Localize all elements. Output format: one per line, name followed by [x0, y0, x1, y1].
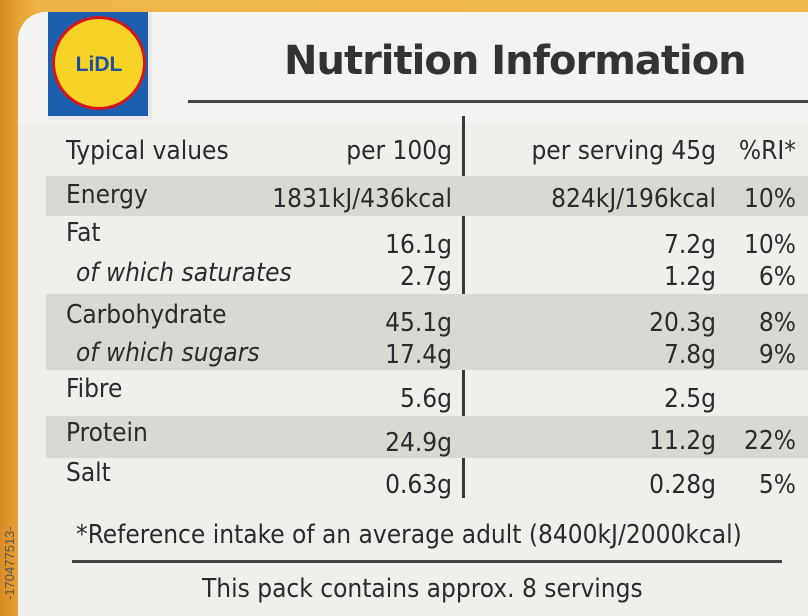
row-ri: 10% — [744, 230, 796, 260]
row-sub-label: of which sugars — [76, 338, 260, 368]
row-per-serving: 2.5g — [663, 384, 716, 414]
row-per-100g: 5.6g — [399, 384, 452, 414]
logo-text: LiDL — [75, 53, 123, 76]
row-sub-per-serving: 7.8g — [663, 340, 716, 370]
table-row-carbohydrate: Carbohydrate 45.1g 20.3g 8% of which sug… — [46, 294, 808, 370]
header-per-serving: per serving 45g — [531, 136, 716, 166]
row-label: Carbohydrate — [66, 300, 227, 330]
row-ri: 8% — [758, 308, 796, 338]
row-ri: 22% — [744, 426, 796, 456]
row-ri: 5% — [758, 470, 796, 500]
footnote-divider — [72, 560, 782, 563]
header-per-100g: per 100g — [346, 136, 452, 166]
table-row-fat: Fat 16.1g 7.2g 10% of which saturates 2.… — [46, 218, 808, 292]
row-per-serving: 7.2g — [663, 230, 716, 260]
table-header-row: Typical values per 100g per serving 45g … — [46, 136, 808, 170]
row-label: Protein — [66, 418, 148, 448]
row-sub-ri: 9% — [758, 340, 796, 370]
row-per-100g: 24.9g — [385, 428, 452, 458]
header-typical-values: Typical values — [66, 136, 229, 166]
table-row-salt: Salt 0.63g 0.28g 5% — [46, 458, 808, 502]
reference-intake-note: *Reference intake of an average adult (8… — [76, 520, 742, 550]
row-per-100g: 16.1g — [385, 230, 452, 260]
header-ri: %RI* — [738, 136, 796, 166]
row-ri: 10% — [744, 184, 796, 214]
row-per-serving: 20.3g — [649, 308, 716, 338]
row-label: Salt — [66, 458, 111, 488]
row-per-serving: 0.28g — [649, 470, 716, 500]
row-per-100g: 45.1g — [385, 308, 452, 338]
table-row-energy: Energy 1831kJ/436kcal 824kJ/196kcal 10% — [46, 176, 808, 216]
row-sub-per-100g: 17.4g — [385, 340, 452, 370]
row-per-100g: 1831kJ/436kcal — [272, 184, 452, 214]
table-row-fibre: Fibre 5.6g 2.5g — [46, 372, 808, 414]
lidl-logo: LiDL — [48, 12, 152, 120]
logo-circle: LiDL — [52, 16, 146, 110]
table-row-protein: Protein 24.9g 11.2g 22% — [46, 416, 808, 458]
title-divider — [188, 100, 808, 103]
row-per-serving: 11.2g — [649, 426, 716, 456]
servings-note: This pack contains approx. 8 servings — [202, 574, 643, 604]
row-label: Fat — [66, 218, 101, 248]
row-per-100g: 0.63g — [385, 470, 452, 500]
row-label: Fibre — [66, 374, 123, 404]
row-sub-label: of which saturates — [76, 258, 292, 288]
row-label: Energy — [66, 180, 148, 210]
page-title: Nutrition Information — [284, 38, 747, 84]
row-per-serving: 824kJ/196kcal — [551, 184, 716, 214]
row-sub-per-100g: 2.7g — [399, 262, 452, 292]
nutrition-panel: LiDL Nutrition Information Typical value… — [18, 12, 808, 616]
row-sub-per-serving: 1.2g — [663, 262, 716, 292]
row-sub-ri: 6% — [758, 262, 796, 292]
